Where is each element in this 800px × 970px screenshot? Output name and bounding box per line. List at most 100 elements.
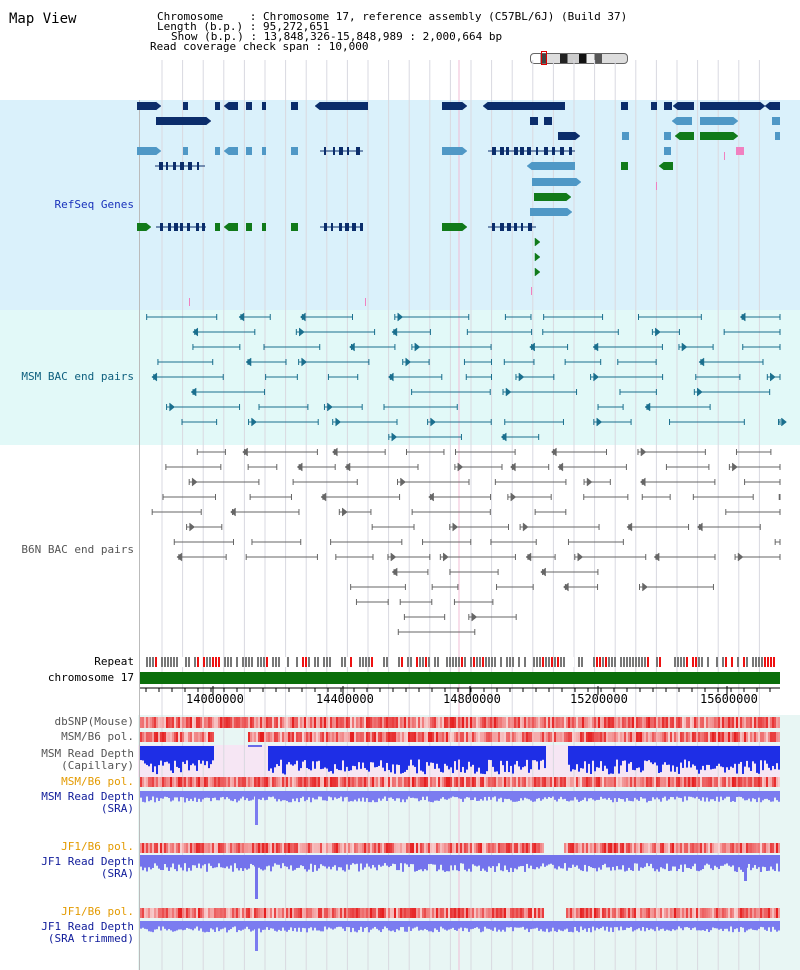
- polymorphism-cell: [496, 908, 498, 918]
- read-depth-bar: [512, 791, 514, 802]
- read-depth-bar: [556, 855, 558, 870]
- jf1-read-depth-trim-label[interactable]: JF1 Read Depth: [41, 920, 134, 933]
- read-depth-bar: [668, 746, 670, 765]
- polymorphism-cell: [338, 908, 340, 918]
- polymorphism-cell: [370, 908, 372, 918]
- read-depth-bar: [702, 921, 704, 931]
- read-depth-bar: [390, 855, 392, 866]
- msm-bac-label[interactable]: MSM BAC end pairs: [21, 370, 134, 383]
- polymorphism-cell: [586, 777, 588, 787]
- msm-b6-pol-label-2[interactable]: MSM/B6 pol.: [61, 775, 134, 788]
- polymorphism-cell: [604, 717, 606, 728]
- polymorphism-cell: [710, 908, 712, 918]
- bac-arrow: [698, 357, 705, 367]
- polymorphism-cell: [742, 732, 744, 742]
- refseq-genes-label[interactable]: RefSeq Genes: [54, 198, 134, 211]
- read-depth-bar: [510, 855, 512, 868]
- read-depth-bar: [268, 746, 270, 771]
- chromosome-ideogram[interactable]: [530, 53, 628, 64]
- polymorphism-cell: [470, 777, 472, 787]
- read-depth-bar: [462, 746, 464, 767]
- read-depth-bar: [736, 791, 738, 798]
- polymorphism-cell: [480, 732, 482, 742]
- jf1-b6-pol-label-1[interactable]: JF1/B6 pol.: [61, 840, 134, 853]
- polymorphism-cell: [234, 843, 236, 853]
- polymorphism-cell: [258, 717, 260, 728]
- polymorphism-cell: [646, 717, 648, 728]
- polymorphism-cell: [294, 843, 296, 853]
- read-depth-bar: [704, 746, 706, 771]
- polymorphism-cell: [488, 732, 490, 742]
- polymorphism-cell: [640, 843, 642, 853]
- polymorphism-cell: [536, 777, 538, 787]
- polymorphism-cell: [254, 717, 256, 728]
- read-depth-bar: [508, 921, 510, 928]
- repeat-mark: [548, 657, 550, 667]
- polymorphism-cell: [334, 777, 336, 787]
- repeat-mark: [530, 657, 532, 667]
- polymorphism-cell: [740, 777, 742, 787]
- strand-arrow: [223, 222, 230, 232]
- polymorphism-cell: [468, 717, 470, 728]
- read-depth-bar: [252, 791, 254, 800]
- read-depth-bar: [464, 921, 466, 928]
- msm-read-depth-sra-label[interactable]: MSM Read Depth: [41, 790, 134, 803]
- polymorphism-cell: [278, 908, 280, 918]
- jf1-b6-pol-label-2[interactable]: JF1/B6 pol.: [61, 905, 134, 918]
- polymorphism-cell: [322, 843, 324, 853]
- polymorphism-cell: [518, 843, 520, 853]
- read-depth-bar: [438, 746, 440, 769]
- polymorphism-cell: [576, 777, 578, 787]
- polymorphism-cell: [166, 717, 168, 728]
- polymorphism-cell: [408, 732, 410, 742]
- read-depth-bar: [386, 855, 388, 866]
- polymorphism-cell: [266, 843, 268, 853]
- b6n-bac-label[interactable]: B6N BAC end pairs: [21, 543, 134, 556]
- read-depth-bar: [600, 921, 602, 928]
- read-depth-bar: [320, 855, 322, 865]
- dbsnp-label[interactable]: dbSNP(Mouse): [54, 715, 134, 728]
- read-depth-bar: [304, 855, 306, 870]
- read-depth-bar: [504, 855, 506, 866]
- polymorphism-cell: [250, 732, 252, 742]
- read-depth-bar: [522, 746, 524, 768]
- msm-read-depth-cap-label[interactable]: MSM Read Depth: [41, 747, 134, 760]
- polymorphism-cell: [672, 717, 674, 728]
- polymorphism-cell: [600, 777, 602, 787]
- read-depth-bar: [308, 791, 310, 798]
- read-depth-bar: [392, 855, 394, 864]
- gene-exon: [345, 223, 349, 231]
- polymorphism-cell: [554, 777, 556, 787]
- polymorphism-cell: [410, 777, 412, 787]
- polymorphism-cell: [416, 777, 418, 787]
- read-depth-bar: [296, 791, 298, 799]
- polymorphism-cell: [378, 732, 380, 742]
- gene-exon: [197, 162, 199, 170]
- repeat-mark: [215, 657, 217, 667]
- polymorphism-cell: [256, 732, 258, 742]
- polymorphism-cell: [768, 843, 770, 853]
- polymorphism-cell: [284, 843, 286, 853]
- polymorphism-cell: [218, 777, 220, 787]
- polymorphism-cell: [352, 908, 354, 918]
- polymorphism-cell: [690, 717, 692, 728]
- polymorphism-cell: [686, 732, 688, 742]
- repeat-mark: [422, 657, 424, 667]
- read-depth-bar: [592, 921, 594, 927]
- repeat-mark: [653, 657, 655, 667]
- bac-arrow: [230, 507, 236, 517]
- repeat-mark: [740, 657, 742, 667]
- read-depth-bar: [350, 791, 352, 802]
- read-depth-spike: [744, 855, 747, 881]
- polymorphism-cell: [610, 717, 612, 728]
- jf1-read-depth-sra-label[interactable]: JF1 Read Depth: [41, 855, 134, 868]
- polymorphism-cell: [446, 732, 448, 742]
- read-depth-bar: [384, 746, 386, 772]
- read-depth-bar: [590, 791, 592, 799]
- read-depth-bar: [206, 791, 208, 798]
- msm-b6-pol-label-1[interactable]: MSM/B6 pol.: [61, 730, 134, 743]
- bac-arrow: [391, 327, 398, 337]
- polymorphism-cell: [578, 843, 580, 853]
- polymorphism-cell: [298, 843, 300, 853]
